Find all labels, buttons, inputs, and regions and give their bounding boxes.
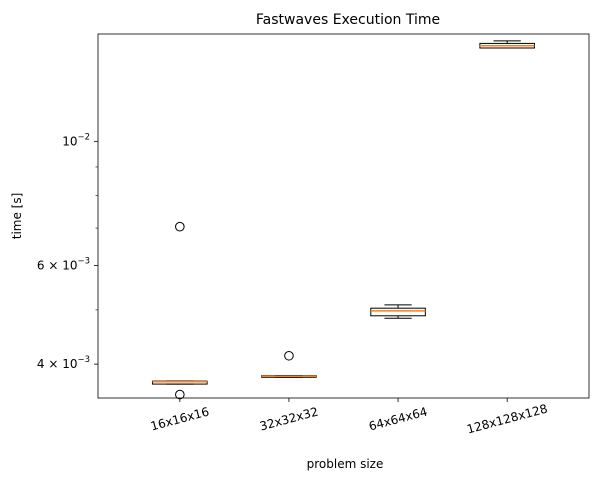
- y-axis-label: time [s]: [10, 193, 24, 240]
- x-tick-label: 16x16x16: [149, 404, 211, 433]
- box: [370, 307, 426, 317]
- x-axis-label: problem size: [307, 457, 384, 471]
- x-tick-label: 128x128x128: [465, 402, 549, 437]
- outlier-point: [175, 389, 185, 400]
- outlier-point: [284, 350, 294, 361]
- y-tick-label: 4 × 10−3: [37, 355, 90, 371]
- x-tick-label: 32x32x32: [258, 404, 320, 433]
- chart-title: Fastwaves Execution Time: [256, 12, 440, 28]
- x-tick-label: 64x64x64: [367, 404, 429, 433]
- axes-frame: [97, 33, 590, 399]
- outlier-point: [175, 221, 185, 232]
- y-tick-label: 6 × 10−3: [37, 257, 90, 273]
- y-tick-label: 10−2: [62, 132, 90, 148]
- plot-area: 16x16x16 32x32x32 64x64x64 128x128x128 10−2 6…: [37, 33, 590, 437]
